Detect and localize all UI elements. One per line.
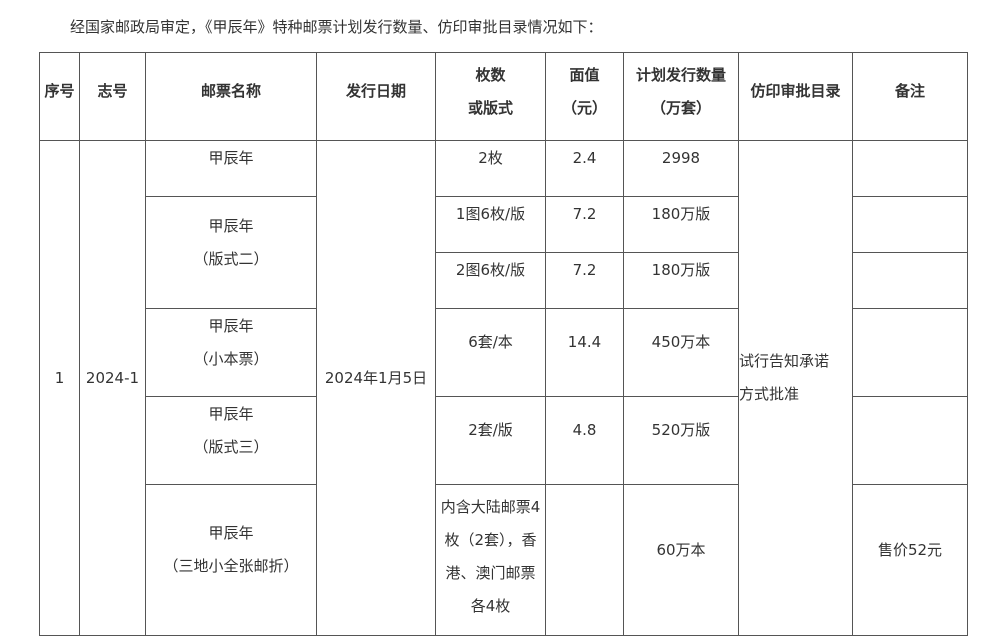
- cell-code: 2024-1: [79, 140, 146, 636]
- cell-format: 6套/本: [435, 308, 546, 397]
- header-value: 面值 （元）: [545, 52, 624, 141]
- cell-name: 甲辰年: [145, 140, 317, 197]
- cell-quantity: 60万本: [623, 484, 739, 636]
- cell-note: [852, 140, 968, 197]
- cell-quantity: 2998: [623, 140, 739, 197]
- cell-value: 2.4: [545, 140, 624, 197]
- cell-name: 甲辰年 （三地小全张邮折）: [145, 484, 317, 636]
- cell-date: 2024年1月5日: [316, 140, 436, 636]
- cell-value: 7.2: [545, 196, 624, 253]
- header-note: 备注: [852, 52, 968, 141]
- cell-format: 2图6枚/版: [435, 252, 546, 309]
- table-row: 甲辰年 （版式二） 1图6枚/版 7.2 180万版: [40, 196, 968, 309]
- cell-approval: 试行告知承诺 方式批准: [738, 140, 853, 636]
- table-row: 1 2024-1 甲辰年 2024年1月5日 2枚 2.4 2998 试行告知承…: [39, 140, 968, 636]
- cell-format: 内含大陆邮票4 枚（2套），香 港、澳门邮票 各4枚: [435, 484, 546, 636]
- cell-name: 甲辰年 （版式三）: [145, 396, 317, 485]
- table-row: 2图6枚/版 7.2 180万版: [40, 252, 968, 309]
- cell-format: 2套/版: [435, 396, 546, 485]
- cell-format: 2枚: [435, 140, 546, 197]
- intro-paragraph: 经国家邮政局审定，《甲辰年》特种邮票计划发行数量、仿印审批目录情况如下：: [70, 18, 603, 36]
- header-date: 发行日期: [316, 52, 436, 141]
- stamp-issue-table: 序号 志号 邮票名称 发行日期 枚数 或版式 面值 （元） 计划发行数量 （万套…: [39, 52, 968, 636]
- cell-value: 7.2: [545, 252, 624, 309]
- header-index: 序号: [39, 52, 80, 141]
- header-name: 邮票名称: [145, 52, 317, 141]
- cell-note: [852, 308, 968, 397]
- cell-value: [545, 484, 624, 636]
- cell-index: 1: [39, 140, 80, 636]
- cell-note: [852, 396, 968, 485]
- cell-note: [852, 252, 968, 309]
- header-code: 志号: [79, 52, 146, 141]
- table-row: 甲辰年 （小本票） 6套/本 14.4 450万本: [40, 308, 968, 397]
- cell-quantity: 450万本: [623, 308, 739, 397]
- cell-note: 售价52元: [852, 484, 968, 636]
- cell-quantity: 180万版: [623, 252, 739, 309]
- table-row: 甲辰年 （三地小全张邮折） 内含大陆邮票4 枚（2套），香 港、澳门邮票 各4枚…: [40, 484, 968, 636]
- cell-note: [852, 196, 968, 253]
- cell-quantity: 180万版: [623, 196, 739, 253]
- header-approval: 仿印审批目录: [738, 52, 853, 141]
- header-format: 枚数 或版式: [435, 52, 546, 141]
- cell-name: 甲辰年 （小本票）: [145, 308, 317, 397]
- cell-value: 4.8: [545, 396, 624, 485]
- table-row: 甲辰年 （版式三） 2套/版 4.8 520万版: [40, 396, 968, 485]
- cell-name: 甲辰年 （版式二）: [145, 196, 317, 309]
- cell-value: 14.4: [545, 308, 624, 397]
- table-header-row: 序号 志号 邮票名称 发行日期 枚数 或版式 面值 （元） 计划发行数量 （万套…: [39, 52, 968, 141]
- header-quantity: 计划发行数量 （万套）: [623, 52, 739, 141]
- cell-quantity: 520万版: [623, 396, 739, 485]
- cell-format: 1图6枚/版: [435, 196, 546, 253]
